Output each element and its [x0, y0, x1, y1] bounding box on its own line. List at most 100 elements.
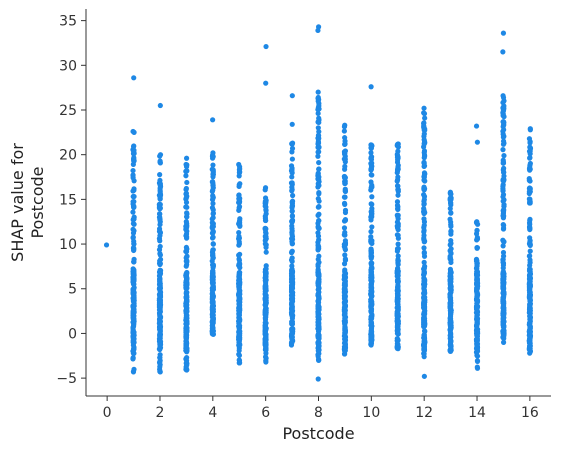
scatter-point — [421, 284, 427, 290]
scatter-point — [315, 326, 322, 332]
scatter-point — [421, 272, 427, 278]
scatter-point — [131, 129, 137, 135]
scatter-point — [316, 166, 322, 172]
scatter-point — [342, 163, 348, 170]
scatter-point — [288, 168, 295, 174]
x-tick-label: 8 — [314, 405, 323, 421]
scatter-point — [500, 299, 506, 305]
scatter-point — [131, 259, 137, 265]
scatter-point — [341, 128, 347, 134]
scatter-point — [501, 286, 507, 292]
scatter-point — [473, 345, 480, 352]
scatter-point — [527, 198, 533, 205]
scatter-point — [421, 259, 427, 265]
scatter-point — [316, 272, 322, 278]
scatter-point — [131, 346, 137, 352]
scatter-point — [474, 364, 480, 370]
scatter-point — [157, 153, 163, 159]
scatter-point — [290, 192, 296, 199]
scatter-point — [156, 247, 163, 253]
scatter-point — [157, 340, 164, 346]
scatter-point — [183, 274, 189, 281]
scatter-point — [500, 253, 507, 259]
scatter-point — [209, 205, 216, 211]
x-axis-ticks: 0 2 4 6 8 10 12 14 16 — [103, 396, 539, 421]
scatter-point — [131, 143, 137, 149]
scatter-point — [236, 347, 242, 354]
scatter-point — [130, 356, 136, 362]
scatter-point — [156, 296, 162, 302]
scatter-point — [315, 339, 322, 345]
scatter-point — [526, 176, 532, 182]
scatter-point — [501, 239, 507, 245]
scatter-point — [130, 290, 136, 296]
scatter-point — [184, 179, 190, 186]
scatter-point — [500, 30, 507, 36]
scatter-point — [157, 279, 163, 285]
scatter-point — [130, 295, 136, 301]
scatter-point — [527, 290, 533, 296]
scatter-point — [183, 185, 189, 192]
scatter-point — [131, 247, 137, 254]
scatter-point — [394, 212, 400, 218]
scatter-point — [316, 189, 322, 196]
scatter-point — [315, 110, 321, 117]
scatter-point — [500, 249, 507, 256]
scatter-point — [289, 331, 295, 337]
scatter-point — [421, 196, 427, 203]
scatter-point — [210, 277, 216, 283]
y-tick-label: 15 — [59, 192, 77, 208]
scatter-point — [474, 220, 480, 226]
scatter-point — [395, 261, 401, 268]
scatter-point — [236, 229, 242, 236]
scatter-point — [421, 210, 427, 217]
scatter-point — [342, 188, 349, 194]
scatter-point — [131, 156, 137, 162]
scatter-point — [157, 206, 163, 212]
scatter-point — [501, 307, 507, 313]
x-tick-label: 12 — [415, 405, 433, 421]
scatter-point — [263, 358, 269, 364]
scatter-point — [500, 147, 506, 153]
scatter-point — [130, 193, 136, 200]
scatter-point — [395, 308, 401, 314]
scatter-point — [289, 223, 295, 229]
scatter-point — [183, 339, 189, 345]
scatter-point — [421, 328, 428, 334]
scatter-point — [394, 297, 400, 303]
scatter-point — [501, 165, 507, 171]
y-tick-label: 0 — [68, 326, 77, 342]
scatter-point — [263, 249, 269, 255]
scatter-point — [289, 311, 295, 317]
scatter-point — [130, 172, 136, 178]
scatter-point — [156, 360, 163, 366]
scatter-point — [209, 223, 216, 230]
scatter-point — [394, 232, 400, 238]
scatter-point — [315, 304, 321, 310]
scatter-point — [157, 307, 163, 313]
scatter-point — [421, 110, 427, 116]
scatter-point — [315, 299, 322, 306]
scatter-point — [157, 216, 163, 222]
scatter-point — [315, 153, 321, 159]
scatter-point — [369, 172, 375, 178]
scatter-point — [369, 208, 375, 214]
scatter-point — [183, 255, 189, 261]
scatter-point — [210, 174, 216, 180]
scatter-point — [315, 98, 321, 104]
scatter-point — [368, 229, 374, 235]
scatter-point — [263, 331, 269, 337]
scatter-point — [394, 141, 400, 148]
scatter-point — [183, 334, 189, 341]
scatter-point — [236, 321, 242, 327]
scatter-point — [184, 262, 190, 268]
scatter-point — [183, 299, 190, 305]
scatter-point — [130, 305, 136, 311]
scatter-point — [342, 148, 349, 154]
scatter-point — [289, 274, 295, 280]
scatter-point — [316, 106, 322, 112]
scatter-point — [315, 125, 321, 131]
scatter-point — [315, 287, 321, 293]
scatter-point — [448, 347, 454, 353]
scatter-point — [262, 322, 269, 328]
